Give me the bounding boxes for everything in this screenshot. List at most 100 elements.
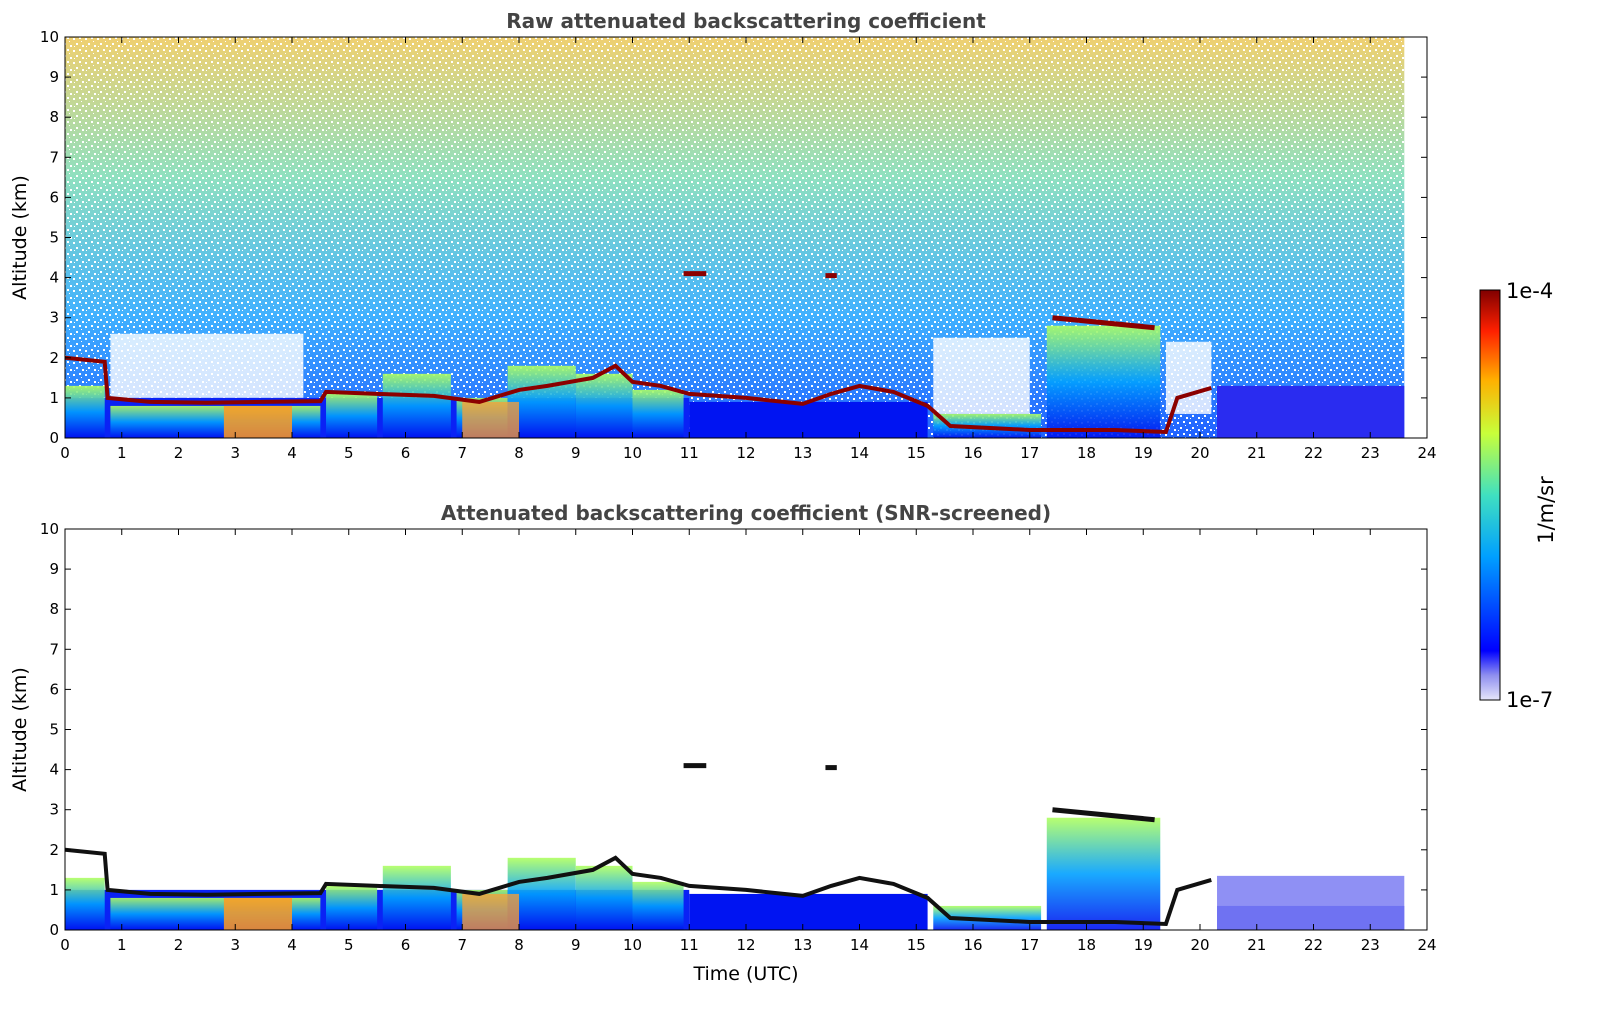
low-signal-zone — [1165, 341, 1212, 414]
x-tick-label: 2 — [174, 936, 184, 954]
boundary-layer — [689, 401, 928, 438]
x-tick-label: 10 — [623, 444, 642, 462]
y-tick-label: 10 — [40, 28, 59, 46]
aerosol-patch — [1046, 325, 1161, 438]
y-axis-label: Altitude (km) — [9, 175, 31, 300]
x-tick-label: 5 — [344, 936, 354, 954]
x-tick-label: 9 — [571, 936, 581, 954]
aerosol-patch — [223, 405, 292, 438]
y-tick-label: 6 — [49, 188, 59, 206]
cloud-base-line — [65, 847, 1212, 927]
x-tick-label: 22 — [1304, 444, 1323, 462]
y-tick-label: 5 — [49, 229, 59, 247]
x-tick-label: 16 — [963, 936, 982, 954]
x-tick-label: 21 — [1247, 936, 1266, 954]
y-tick-label: 4 — [49, 269, 59, 287]
colorbar-max-label: 1e-4 — [1506, 279, 1553, 303]
y-tick-label: 6 — [49, 680, 59, 698]
x-tick-label: 3 — [230, 444, 240, 462]
x-tick-label: 12 — [736, 936, 755, 954]
aerosol-patch — [326, 393, 378, 438]
colorbar-min-label: 1e-7 — [1506, 688, 1553, 712]
x-tick-label: 4 — [287, 444, 297, 462]
cloud-base-line — [65, 355, 1212, 435]
x-tick-label: 22 — [1304, 936, 1323, 954]
x-tick-label: 14 — [850, 936, 869, 954]
y-tick-label: 3 — [49, 309, 59, 327]
x-tick-label: 24 — [1417, 444, 1436, 462]
raw-backscatter-panel: 0 1 2 3 4 5 6 7 8 9 10 11 12 13 14 15 16 17 18 19 20 21 22 23 24… — [9, 9, 1437, 462]
y-tick-label: 7 — [49, 148, 59, 166]
x-tick-label: 11 — [680, 936, 699, 954]
x-tick-label: 14 — [850, 444, 869, 462]
x-tick-label: 23 — [1361, 444, 1380, 462]
panel-title: Attenuated backscattering coefficient (S… — [441, 501, 1051, 525]
x-tick-label: 3 — [230, 936, 240, 954]
aerosol-patch — [462, 893, 519, 930]
y-tick-label: 9 — [49, 68, 59, 86]
x-tick-label: 15 — [907, 444, 926, 462]
y-tick-label: 1 — [49, 389, 59, 407]
x-tick-label: 12 — [736, 444, 755, 462]
x-tick-label: 0 — [60, 936, 70, 954]
x-tick-label: 19 — [1134, 444, 1153, 462]
y-tick-label: 2 — [49, 841, 59, 859]
colorbar: 1e-4 1e-7 1/m/sr — [1479, 279, 1558, 712]
x-tick-label: 19 — [1134, 936, 1153, 954]
aerosol-patch — [223, 897, 292, 930]
panel-title: Raw attenuated backscattering coefficien… — [506, 9, 986, 33]
x-tick-label: 18 — [1077, 936, 1096, 954]
y-tick-label: 7 — [49, 640, 59, 658]
x-tick-label: 9 — [571, 444, 581, 462]
y-tick-label: 5 — [49, 721, 59, 739]
x-tick-label: 0 — [60, 444, 70, 462]
backscatter-field — [65, 763, 1405, 930]
aerosol-patch — [575, 865, 633, 930]
x-tick-label: 17 — [1020, 444, 1039, 462]
x-tick-label: 6 — [401, 444, 411, 462]
low-signal-zone — [933, 337, 1030, 414]
boundary-layer — [689, 893, 928, 930]
x-tick-label: 15 — [907, 936, 926, 954]
x-tick-label: 4 — [287, 936, 297, 954]
y-tick-label: 0 — [49, 921, 59, 939]
x-tick-label: 13 — [793, 444, 812, 462]
colorbar-gradient — [1479, 289, 1501, 701]
x-tick-label: 23 — [1361, 936, 1380, 954]
y-axis-label: Altitude (km) — [9, 667, 31, 792]
x-tick-label: 6 — [401, 936, 411, 954]
aerosol-patch — [632, 881, 684, 930]
aerosol-patch — [382, 373, 451, 438]
aerosol-patch — [65, 877, 105, 930]
x-tick-label: 5 — [344, 444, 354, 462]
aerosol-patch — [575, 373, 633, 438]
low-signal-zone — [110, 333, 304, 398]
x-tick-label: 7 — [457, 936, 467, 954]
x-tick-label: 17 — [1020, 936, 1039, 954]
cloud-top-line — [1052, 315, 1155, 331]
aerosol-patch — [1046, 817, 1161, 930]
aerosol-patch — [382, 865, 451, 930]
screened-backscatter-panel: 0 1 2 3 4 5 6 7 8 9 10 11 12 13 14 15 16 17 18 19 20 21 22 23 24… — [9, 501, 1437, 985]
x-tick-label: 8 — [514, 444, 524, 462]
backscatter-field — [65, 37, 1405, 438]
x-tick-label: 18 — [1077, 444, 1096, 462]
x-tick-label: 1 — [117, 444, 127, 462]
x-tick-label: 11 — [680, 444, 699, 462]
y-tick-label: 8 — [49, 108, 59, 126]
residual-layer — [1217, 905, 1405, 930]
y-tick-label: 3 — [49, 801, 59, 819]
axes-frame — [64, 528, 1428, 931]
x-tick-label: 2 — [174, 444, 184, 462]
aerosol-patch — [632, 389, 684, 438]
x-tick-label: 20 — [1190, 936, 1209, 954]
x-tick-label: 21 — [1247, 444, 1266, 462]
aerosol-patch — [65, 385, 105, 438]
colorbar-unit-label: 1/m/sr — [1534, 476, 1558, 544]
y-tick-label: 0 — [49, 429, 59, 447]
y-tick-label: 2 — [49, 349, 59, 367]
x-axis-label: Time (UTC) — [692, 963, 798, 985]
y-tick-label: 4 — [49, 761, 59, 779]
y-tick-label: 1 — [49, 881, 59, 899]
